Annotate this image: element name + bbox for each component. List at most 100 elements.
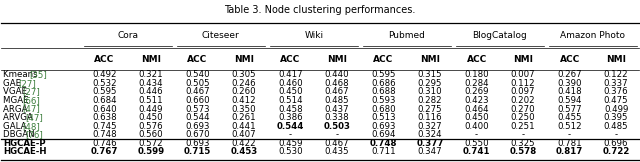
Text: -: - bbox=[614, 130, 618, 139]
Text: 0.670: 0.670 bbox=[185, 130, 210, 139]
Text: [35]: [35] bbox=[29, 70, 47, 79]
Text: 0.512: 0.512 bbox=[557, 122, 582, 131]
Text: 0.116: 0.116 bbox=[418, 113, 442, 122]
Text: 0.441: 0.441 bbox=[232, 122, 257, 131]
Text: NMI: NMI bbox=[234, 55, 254, 64]
Text: ACC: ACC bbox=[280, 55, 301, 64]
Text: 0.338: 0.338 bbox=[324, 113, 349, 122]
Text: HGCAE-H: HGCAE-H bbox=[3, 147, 47, 156]
Text: 0.514: 0.514 bbox=[278, 96, 303, 105]
Text: 0.324: 0.324 bbox=[418, 130, 442, 139]
Text: GAE: GAE bbox=[3, 79, 24, 88]
Text: ARVGA: ARVGA bbox=[3, 113, 36, 122]
Text: 0.455: 0.455 bbox=[557, 113, 582, 122]
Text: 0.390: 0.390 bbox=[557, 79, 582, 88]
Text: 0.377: 0.377 bbox=[417, 139, 444, 148]
Text: 0.321: 0.321 bbox=[139, 70, 163, 79]
Text: -: - bbox=[335, 130, 339, 139]
Text: 0.485: 0.485 bbox=[604, 122, 628, 131]
Text: 0.595: 0.595 bbox=[92, 87, 116, 96]
Text: 0.467: 0.467 bbox=[185, 87, 210, 96]
Text: 0.748: 0.748 bbox=[370, 139, 397, 148]
Text: 0.418: 0.418 bbox=[557, 87, 582, 96]
Text: Pubmed: Pubmed bbox=[388, 31, 425, 40]
Text: 0.505: 0.505 bbox=[185, 79, 210, 88]
Text: 0.560: 0.560 bbox=[139, 130, 163, 139]
Text: 0.446: 0.446 bbox=[139, 87, 163, 96]
Text: Wiki: Wiki bbox=[304, 31, 323, 40]
Text: 0.722: 0.722 bbox=[602, 147, 630, 156]
Text: 0.350: 0.350 bbox=[232, 104, 257, 114]
Text: 0.325: 0.325 bbox=[511, 139, 536, 148]
Text: VGAE: VGAE bbox=[3, 87, 30, 96]
Text: 0.347: 0.347 bbox=[418, 147, 442, 156]
Text: 0.284: 0.284 bbox=[464, 79, 489, 88]
Text: NMI: NMI bbox=[327, 55, 347, 64]
Text: 0.715: 0.715 bbox=[184, 147, 211, 156]
Text: 0.468: 0.468 bbox=[324, 79, 349, 88]
Text: 0.485: 0.485 bbox=[324, 96, 349, 105]
Text: NMI: NMI bbox=[606, 55, 626, 64]
Text: 0.540: 0.540 bbox=[185, 70, 210, 79]
Text: 0.305: 0.305 bbox=[232, 70, 257, 79]
Text: 0.503: 0.503 bbox=[324, 122, 351, 131]
Text: 0.694: 0.694 bbox=[371, 130, 396, 139]
Text: Citeseer: Citeseer bbox=[202, 31, 239, 40]
Text: 0.270: 0.270 bbox=[511, 104, 536, 114]
Text: HGCAE-P: HGCAE-P bbox=[3, 139, 46, 148]
Text: -: - bbox=[475, 130, 478, 139]
Text: 0.327: 0.327 bbox=[418, 122, 442, 131]
Text: DBGAN: DBGAN bbox=[3, 130, 38, 139]
Text: 0.422: 0.422 bbox=[232, 139, 257, 148]
Text: GALA: GALA bbox=[3, 122, 29, 131]
Text: 0.412: 0.412 bbox=[232, 96, 257, 105]
Text: 0.513: 0.513 bbox=[371, 113, 396, 122]
Text: ACC: ACC bbox=[95, 55, 115, 64]
Text: 0.315: 0.315 bbox=[418, 70, 442, 79]
Text: [76]: [76] bbox=[26, 130, 44, 139]
Text: [27]: [27] bbox=[18, 79, 36, 88]
Text: 0.449: 0.449 bbox=[139, 104, 163, 114]
Text: NMI: NMI bbox=[141, 55, 161, 64]
Text: 0.437: 0.437 bbox=[324, 104, 349, 114]
Text: 0.499: 0.499 bbox=[604, 104, 628, 114]
Text: 0.440: 0.440 bbox=[324, 70, 349, 79]
Text: 0.572: 0.572 bbox=[139, 139, 163, 148]
Text: 0.417: 0.417 bbox=[278, 70, 303, 79]
Text: NMI: NMI bbox=[420, 55, 440, 64]
Text: 0.250: 0.250 bbox=[511, 113, 536, 122]
Text: [27]: [27] bbox=[22, 87, 40, 96]
Text: 0.310: 0.310 bbox=[418, 87, 442, 96]
Text: 0.386: 0.386 bbox=[278, 113, 303, 122]
Text: ACC: ACC bbox=[559, 55, 580, 64]
Text: [47]: [47] bbox=[26, 113, 44, 122]
Text: 0.202: 0.202 bbox=[511, 96, 536, 105]
Text: 0.578: 0.578 bbox=[509, 147, 537, 156]
Text: 0.594: 0.594 bbox=[557, 96, 582, 105]
Text: 0.450: 0.450 bbox=[139, 113, 163, 122]
Text: 0.741: 0.741 bbox=[463, 147, 490, 156]
Text: 0.693: 0.693 bbox=[371, 122, 396, 131]
Text: 0.376: 0.376 bbox=[604, 87, 628, 96]
Text: 0.638: 0.638 bbox=[92, 113, 117, 122]
Text: 0.530: 0.530 bbox=[278, 147, 303, 156]
Text: 0.282: 0.282 bbox=[418, 96, 442, 105]
Text: 0.275: 0.275 bbox=[418, 104, 442, 114]
Text: -: - bbox=[568, 130, 571, 139]
Text: BlogCatalog: BlogCatalog bbox=[472, 31, 527, 40]
Text: 0.686: 0.686 bbox=[371, 79, 396, 88]
Text: 0.407: 0.407 bbox=[232, 130, 257, 139]
Text: 0.467: 0.467 bbox=[324, 139, 349, 148]
Text: 0.660: 0.660 bbox=[185, 96, 210, 105]
Text: 0.450: 0.450 bbox=[278, 87, 303, 96]
Text: [48]: [48] bbox=[22, 122, 40, 131]
Text: ACC: ACC bbox=[188, 55, 207, 64]
Text: 0.680: 0.680 bbox=[371, 104, 396, 114]
Text: 0.260: 0.260 bbox=[232, 87, 257, 96]
Text: 0.435: 0.435 bbox=[324, 147, 349, 156]
Text: 0.180: 0.180 bbox=[464, 70, 489, 79]
Text: Table 3. Node clustering performances.: Table 3. Node clustering performances. bbox=[224, 5, 416, 15]
Text: 0.745: 0.745 bbox=[92, 122, 117, 131]
Text: 0.767: 0.767 bbox=[91, 147, 118, 156]
Text: [66]: [66] bbox=[22, 96, 40, 105]
